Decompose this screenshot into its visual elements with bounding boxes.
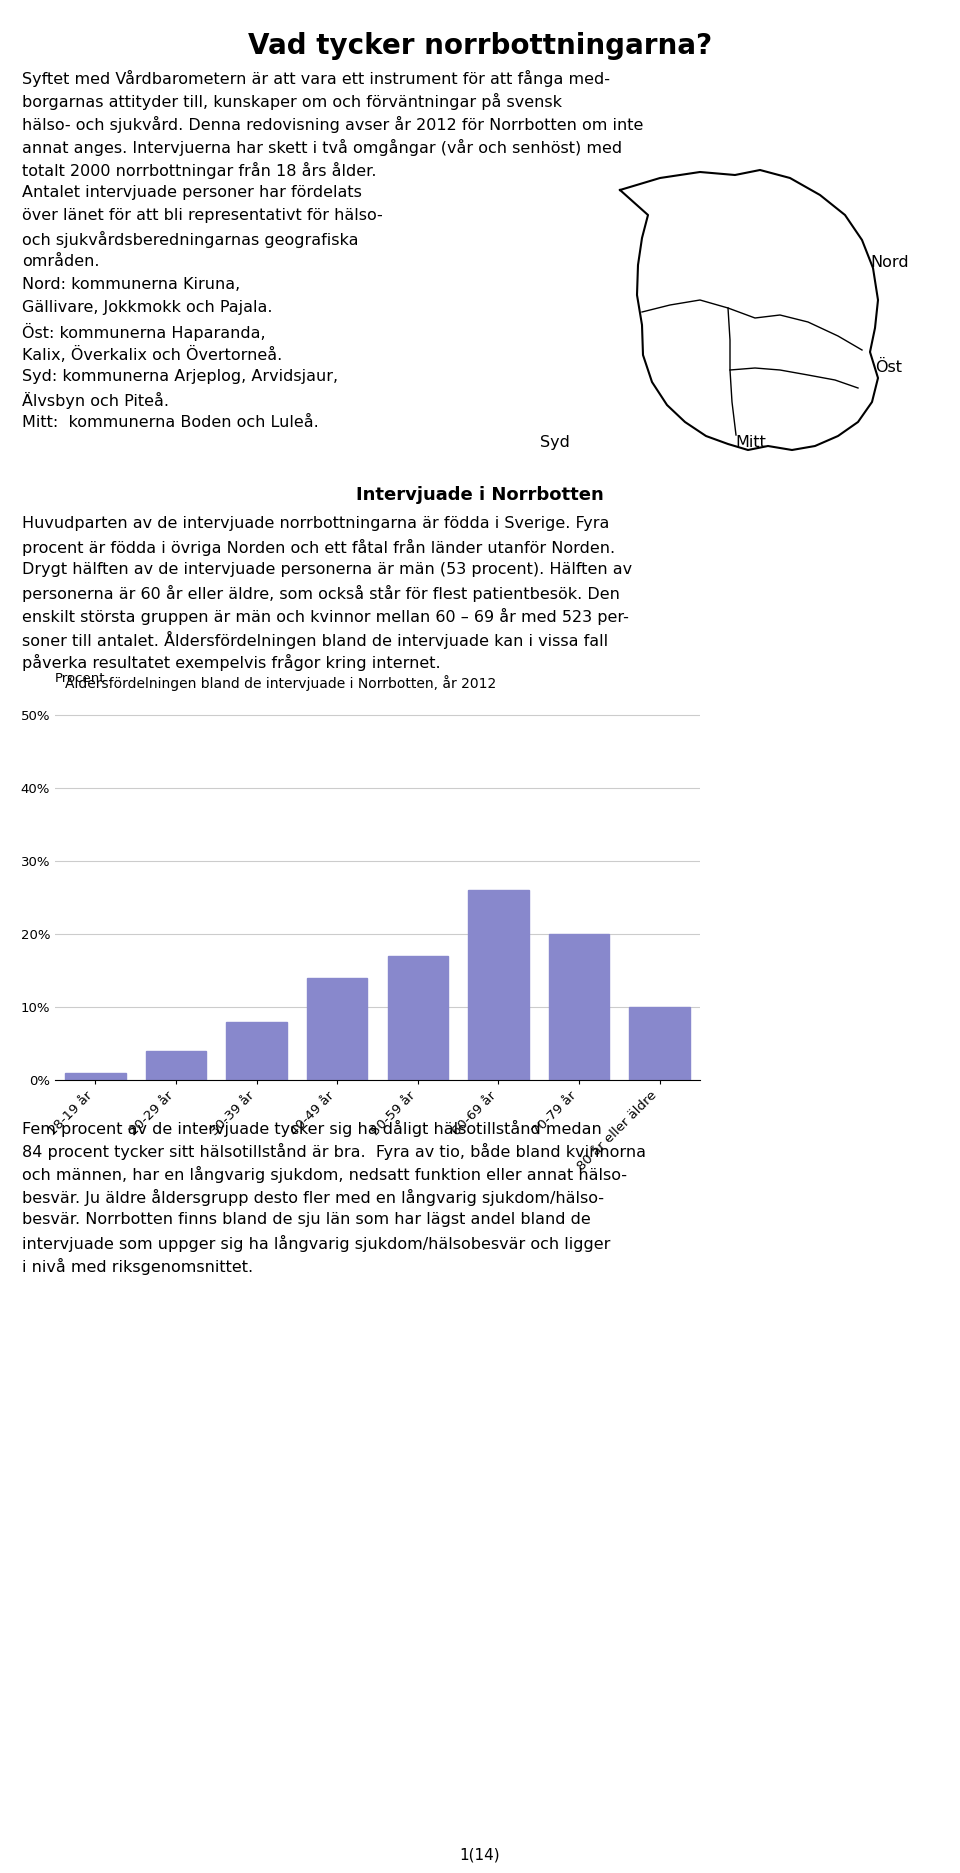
Bar (65, 1073, 126, 1081)
Text: personerna är 60 år eller äldre, som också står för flest patientbesök. Den: personerna är 60 år eller äldre, som ock… (22, 584, 620, 601)
Text: Öst: kommunerna Haparanda,: Öst: kommunerna Haparanda, (22, 322, 266, 341)
Text: Vad tycker norrbottningarna?: Vad tycker norrbottningarna? (248, 32, 712, 60)
Text: i nivå med riksgenomsnittet.: i nivå med riksgenomsnittet. (22, 1259, 253, 1276)
Text: och sjukvårdsberedningarnas geografiska: och sjukvårdsberedningarnas geografiska (22, 230, 358, 247)
Text: påverka resultatet exempelvis frågor kring internet.: påverka resultatet exempelvis frågor kri… (22, 654, 441, 671)
Text: Nord: Nord (870, 255, 908, 270)
Text: Älvsbyn och Piteå.: Älvsbyn och Piteå. (22, 391, 169, 408)
Bar (146, 1051, 206, 1081)
Text: Intervjuade i Norrbotten: Intervjuade i Norrbotten (356, 485, 604, 504)
Bar (549, 935, 610, 1081)
Text: borgarnas attityder till, kunskaper om och förväntningar på svensk: borgarnas attityder till, kunskaper om o… (22, 94, 562, 111)
Bar (388, 955, 448, 1081)
Text: 1(14): 1(14) (460, 1849, 500, 1864)
Text: 84 procent tycker sitt hälsotillstånd är bra.  Fyra av tio, både bland kvinnorna: 84 procent tycker sitt hälsotillstånd är… (22, 1143, 646, 1159)
Text: Gällivare, Jokkmokk och Pajala.: Gällivare, Jokkmokk och Pajala. (22, 300, 273, 315)
Text: besvär. Norrbotten finns bland de sju län som har lägst andel bland de: besvär. Norrbotten finns bland de sju lä… (22, 1212, 590, 1227)
Text: intervjuade som uppger sig ha långvarig sjukdom/hälsobesvär och ligger: intervjuade som uppger sig ha långvarig … (22, 1234, 611, 1251)
Text: hälso- och sjukvård. Denna redovisning avser år 2012 för Norrbotten om inte: hälso- och sjukvård. Denna redovisning a… (22, 116, 643, 133)
Text: Åldersfördelningen bland de intervjuade i Norrbotten, år 2012: Åldersfördelningen bland de intervjuade … (64, 674, 496, 691)
Text: besvär. Ju äldre åldersgrupp desto fler med en långvarig sjukdom/hälso-: besvär. Ju äldre åldersgrupp desto fler … (22, 1189, 604, 1206)
Text: soner till antalet. Åldersfördelningen bland de intervjuade kan i vissa fall: soner till antalet. Åldersfördelningen b… (22, 631, 608, 650)
Text: och männen, har en långvarig sjukdom, nedsatt funktion eller annat hälso-: och männen, har en långvarig sjukdom, ne… (22, 1167, 627, 1184)
Text: Antalet intervjuade personer har fördelats: Antalet intervjuade personer har fördela… (22, 185, 362, 200)
Bar (468, 890, 529, 1081)
Text: Procent: Procent (55, 672, 106, 686)
Text: Mitt: Mitt (735, 435, 766, 450)
Text: procent är födda i övriga Norden och ett fåtal från länder utanför Norden.: procent är födda i övriga Norden och ett… (22, 539, 615, 556)
Text: Nord: kommunerna Kiruna,: Nord: kommunerna Kiruna, (22, 277, 240, 292)
Text: enskilt största gruppen är män och kvinnor mellan 60 – 69 år med 523 per-: enskilt största gruppen är män och kvinn… (22, 609, 629, 626)
Text: totalt 2000 norrbottningar från 18 års ålder.: totalt 2000 norrbottningar från 18 års å… (22, 161, 376, 180)
Text: Syd: Syd (540, 435, 570, 450)
Text: Kalix, Överkalix och Övertorneå.: Kalix, Överkalix och Övertorneå. (22, 347, 282, 363)
Bar (307, 978, 368, 1081)
Text: Fem procent av de intervjuade tycker sig ha dåligt hälsotillstånd medan: Fem procent av de intervjuade tycker sig… (22, 1120, 602, 1137)
Text: Syd: kommunerna Arjeplog, Arvidsjaur,: Syd: kommunerna Arjeplog, Arvidsjaur, (22, 369, 338, 384)
Bar (227, 1021, 287, 1081)
Text: Mitt:  kommunerna Boden och Luleå.: Mitt: kommunerna Boden och Luleå. (22, 416, 319, 431)
Bar (630, 1008, 690, 1081)
Text: områden.: områden. (22, 255, 100, 270)
Text: Öst: Öst (875, 360, 902, 375)
Text: Huvudparten av de intervjuade norrbottningarna är födda i Sverige. Fyra: Huvudparten av de intervjuade norrbottni… (22, 515, 610, 532)
Text: annat anges. Intervjuerna har skett i två omgångar (vår och senhöst) med: annat anges. Intervjuerna har skett i tv… (22, 139, 622, 155)
Text: Syftet med Vårdbarometern är att vara ett instrument för att fånga med-: Syftet med Vårdbarometern är att vara et… (22, 69, 610, 86)
Text: över länet för att bli representativt för hälso-: över länet för att bli representativt fö… (22, 208, 383, 223)
Text: Drygt hälften av de intervjuade personerna är män (53 procent). Hälften av: Drygt hälften av de intervjuade personer… (22, 562, 632, 577)
